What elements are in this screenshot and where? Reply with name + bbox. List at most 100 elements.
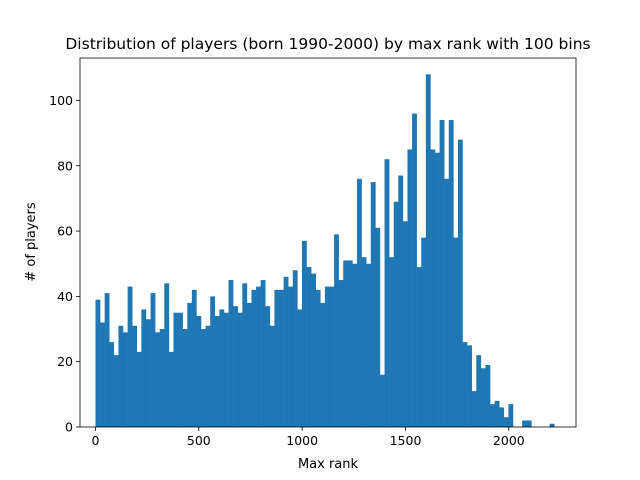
histogram-bar	[315, 289, 321, 427]
histogram-bar	[288, 286, 294, 427]
histogram-bar	[467, 345, 472, 427]
histogram-bar	[416, 266, 422, 427]
histogram-bar	[549, 423, 555, 427]
histogram-bar	[439, 120, 445, 427]
histogram-bar	[279, 289, 284, 427]
y-tick-label: 20	[57, 354, 73, 369]
histogram-bar	[490, 404, 495, 427]
histogram-bar	[246, 302, 252, 427]
histogram-bar	[448, 120, 454, 427]
histogram-bar	[214, 315, 220, 427]
x-tick-label: 2000	[493, 433, 525, 448]
histogram-bar	[453, 237, 459, 427]
x-tick-label: 0	[92, 433, 100, 448]
x-axis-ticks: 0 500 1000 1500 2000	[92, 427, 525, 448]
histogram-bar	[228, 280, 234, 427]
histogram-bar	[398, 175, 404, 427]
histogram-bar	[233, 306, 238, 427]
histogram-bar	[412, 113, 417, 427]
x-axis-title: Max rank	[298, 457, 359, 472]
histogram-bar	[384, 159, 390, 428]
histogram-bar	[444, 178, 450, 427]
histogram-bar	[201, 329, 206, 427]
histogram-bar	[219, 309, 225, 427]
histogram-bar	[508, 404, 514, 427]
histogram-bar	[178, 312, 183, 427]
histogram-bar	[522, 420, 528, 427]
histogram-bar	[311, 273, 316, 427]
histogram-bar	[471, 391, 477, 427]
x-tick-label: 1000	[286, 433, 318, 448]
histogram-bar	[136, 351, 142, 427]
histogram-bar	[168, 351, 174, 427]
histogram-bar	[462, 342, 468, 427]
histogram-bar	[402, 221, 408, 427]
histogram-bar	[182, 329, 188, 427]
y-tick-label: 80	[57, 158, 73, 173]
histogram-bar	[173, 312, 179, 427]
histogram-bar	[256, 286, 261, 427]
histogram-bar	[370, 182, 376, 427]
y-tick-label: 100	[49, 93, 73, 108]
histogram-bar	[123, 332, 128, 427]
histogram-bar	[127, 286, 133, 427]
histogram-bar	[366, 263, 372, 427]
histogram-bar	[292, 270, 298, 427]
x-tick-label: 1500	[390, 433, 422, 448]
y-tick-label: 60	[57, 224, 73, 239]
chart-title: Distribution of players (born 1990-2000)…	[65, 35, 590, 53]
histogram-bar	[132, 325, 138, 427]
histogram-bar	[352, 263, 358, 427]
histogram-bar	[421, 237, 427, 427]
y-tick-label: 40	[57, 289, 73, 304]
histogram-bar	[379, 374, 385, 427]
histogram-bar	[155, 332, 160, 427]
histogram-bar	[113, 355, 119, 427]
histogram-bar	[104, 293, 110, 427]
histogram-bar	[205, 325, 211, 427]
histogram-bar	[187, 302, 193, 427]
histogram-bar	[237, 312, 243, 427]
histogram-bar	[301, 240, 307, 427]
histogram-bar	[435, 152, 440, 427]
histogram-bar	[210, 296, 216, 427]
histogram-bar	[485, 364, 491, 427]
histogram-bar	[357, 178, 362, 427]
histogram-bar	[334, 234, 339, 427]
bars	[95, 74, 555, 428]
histogram-bar	[457, 139, 463, 427]
histogram-bar	[109, 342, 115, 427]
histogram-bar	[338, 280, 344, 427]
histogram-bar	[159, 329, 165, 427]
histogram-bar	[242, 283, 248, 427]
histogram-bar	[141, 309, 147, 427]
histogram-bar	[393, 201, 399, 427]
histogram-bar	[503, 417, 509, 427]
histogram-bar	[320, 302, 326, 427]
histogram-bar	[480, 368, 486, 427]
y-tick-label: 0	[65, 420, 73, 435]
histogram-bar	[389, 257, 394, 427]
histogram-bar	[95, 299, 101, 427]
histogram-bar	[191, 289, 197, 427]
histogram-bar	[329, 286, 335, 427]
histogram-bar	[347, 260, 353, 427]
histogram-bar	[100, 322, 105, 427]
histogram-bar	[476, 355, 482, 427]
plot-frame	[79, 57, 577, 428]
histogram-bar	[526, 420, 532, 427]
histogram-bar	[269, 325, 275, 427]
y-axis-title: # of players	[24, 202, 39, 282]
histogram-bar	[375, 227, 381, 427]
histogram-bar	[494, 400, 500, 427]
histogram-bar	[118, 325, 124, 427]
histogram-bar	[164, 283, 170, 427]
histogram-bar	[223, 312, 229, 427]
histogram-bar	[150, 293, 156, 427]
histogram-bar	[196, 315, 202, 427]
histogram-bar	[306, 266, 312, 427]
histogram-bar	[499, 407, 505, 427]
x-tick-label: 500	[187, 433, 211, 448]
histogram-bar	[145, 319, 151, 427]
histogram-bar	[343, 260, 349, 427]
